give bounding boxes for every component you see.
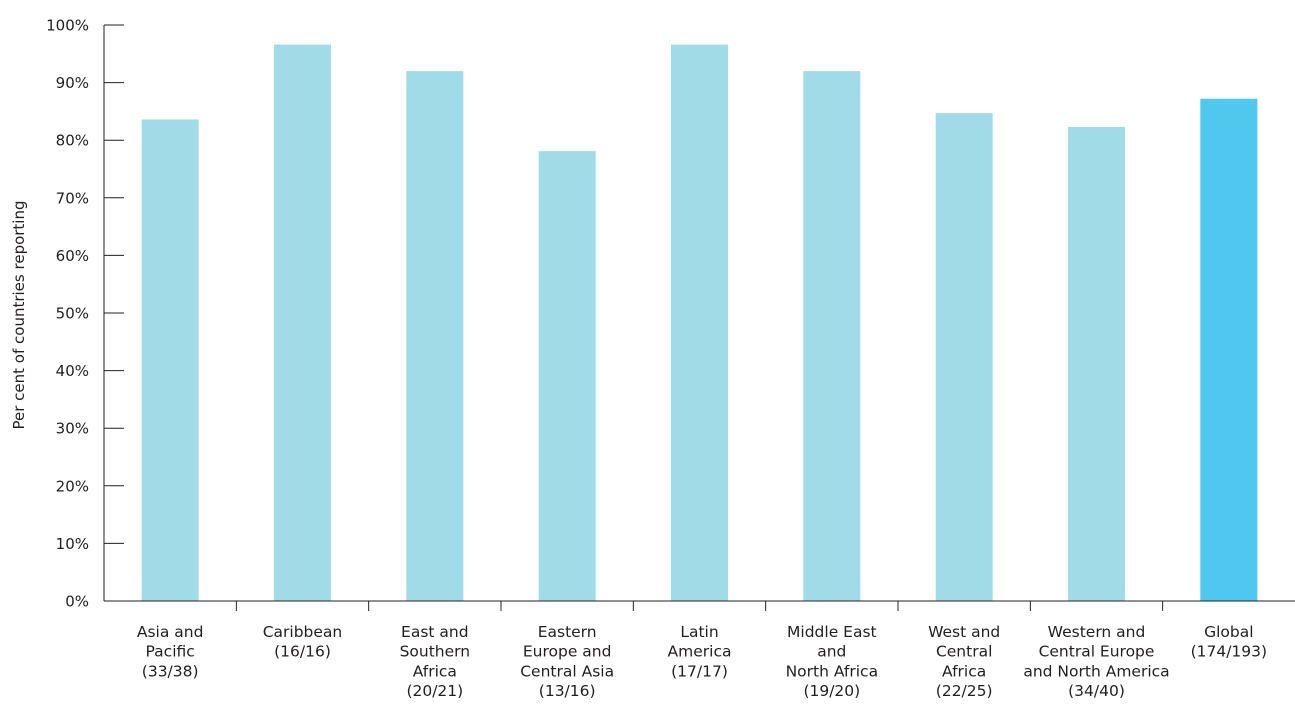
x-category-label: East and Southern Africa (20/21) (400, 623, 471, 700)
bars-group (141, 44, 1258, 602)
bar-region (141, 119, 199, 602)
y-axis-title: Per cent of countries reporting (10, 200, 28, 429)
bar-region (406, 71, 464, 601)
x-category-label: Middle East and North Africa (19/20) (786, 623, 879, 700)
bar-global (1200, 98, 1258, 601)
bar-region (803, 71, 861, 601)
x-category-label: Western and Central Europe and North Ameri… (1023, 623, 1169, 700)
y-tick-label: 0% (65, 593, 89, 611)
x-category-label: Global (174/193) (1191, 623, 1268, 661)
x-category-label: Eastern Europe and Central Asia (13/16) (520, 623, 614, 700)
y-tick-label: 70% (56, 189, 89, 207)
bar-region (538, 151, 596, 601)
bar-region (671, 44, 728, 601)
y-tick-label: 60% (56, 247, 89, 265)
y-tick-label: 90% (56, 74, 89, 92)
y-tick-label: 10% (56, 535, 89, 553)
x-category-label: Asia and Pacific (33/38) (137, 623, 204, 680)
y-tick-label: 50% (56, 305, 89, 323)
y-tick-label: 20% (56, 477, 89, 495)
bar-region (274, 44, 331, 601)
bar-region (935, 113, 993, 601)
y-tick-label: 100% (46, 17, 89, 35)
bar-region (1068, 126, 1125, 601)
x-category-label: West and Central Africa (22/25) (928, 623, 1000, 700)
y-tick-label: 30% (56, 420, 89, 438)
y-tick-label: 80% (56, 132, 89, 150)
x-category-label: Caribbean (16/16) (263, 623, 343, 661)
y-axis: 0% 10% 20% 30% 40% 50% 60% 70% 80% 90% 100% (46, 17, 124, 611)
y-tick-label: 40% (56, 362, 89, 380)
x-axis: Asia and Pacific (33/38) Caribbean (16/16) Ea… (104, 600, 1295, 700)
x-category-label: Latin America (17/17) (668, 623, 732, 680)
